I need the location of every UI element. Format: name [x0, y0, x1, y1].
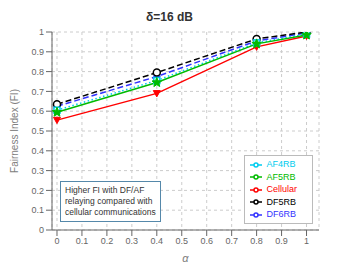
svg-text:0: 0 — [39, 225, 44, 235]
svg-text:0.4: 0.4 — [151, 236, 164, 246]
svg-text:0.5: 0.5 — [175, 236, 188, 246]
svg-text:0.9: 0.9 — [275, 236, 288, 246]
svg-text:α: α — [182, 252, 189, 264]
svg-text:0.2: 0.2 — [101, 236, 114, 246]
html-text:DF6RB: DF6RB — [266, 209, 296, 220]
svg-text:0.8: 0.8 — [250, 236, 263, 246]
html-text:DF5RB: DF5RB — [266, 196, 296, 207]
svg-text:1: 1 — [39, 27, 44, 37]
svg-text:0.1: 0.1 — [76, 236, 89, 246]
svg-text:0.9: 0.9 — [31, 47, 44, 57]
html-text:Cellular: Cellular — [266, 184, 297, 195]
svg-text:0.3: 0.3 — [126, 236, 139, 246]
html-text:AF5RB: AF5RB — [266, 171, 296, 182]
html-text:Higher FI with DF/AF: Higher FI with DF/AF — [65, 185, 145, 195]
svg-text:0.6: 0.6 — [31, 106, 44, 116]
html-text:cellular communications: cellular communications — [65, 207, 156, 217]
svg-text:0.1: 0.1 — [31, 205, 44, 215]
svg-text:0.6: 0.6 — [200, 236, 213, 246]
svg-text:Fairness Index (FI): Fairness Index (FI) — [9, 89, 20, 173]
svg-text:0.2: 0.2 — [31, 186, 44, 196]
html-text:δ=16 dB: δ=16 dB — [146, 10, 193, 24]
svg-text:0.3: 0.3 — [31, 166, 44, 176]
svg-text:0.8: 0.8 — [31, 67, 44, 77]
svg-text:0.7: 0.7 — [225, 236, 238, 246]
svg-text:0.5: 0.5 — [31, 126, 44, 136]
svg-text:0: 0 — [54, 236, 59, 246]
svg-text:0.7: 0.7 — [31, 87, 44, 97]
svg-text:0.4: 0.4 — [31, 146, 44, 156]
html-text:relaying compared with: relaying compared with — [65, 196, 153, 206]
html-text:AF4RB: AF4RB — [266, 158, 296, 169]
svg-text:1: 1 — [304, 236, 309, 246]
